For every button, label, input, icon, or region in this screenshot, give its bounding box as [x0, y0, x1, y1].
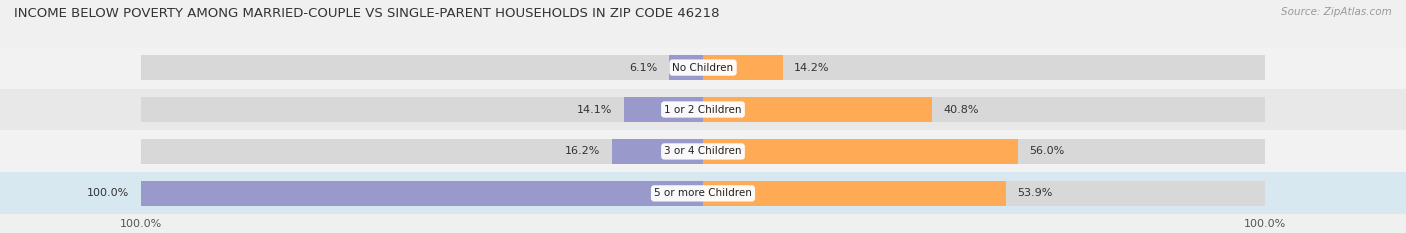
Bar	[703, 55, 1265, 80]
Bar	[703, 97, 1265, 122]
Bar	[703, 181, 1007, 206]
Bar	[0, 172, 1406, 214]
Text: Source: ZipAtlas.com: Source: ZipAtlas.com	[1281, 7, 1392, 17]
Text: 3 or 4 Children: 3 or 4 Children	[664, 147, 742, 156]
Bar	[0, 89, 1406, 130]
Bar	[669, 55, 703, 80]
Bar	[141, 97, 703, 122]
Bar	[624, 97, 703, 122]
Bar	[703, 139, 1265, 164]
Bar	[141, 139, 703, 164]
Bar	[703, 55, 783, 80]
Text: 40.8%: 40.8%	[943, 105, 979, 114]
Bar	[141, 181, 703, 206]
Bar	[0, 130, 1406, 172]
Text: 1 or 2 Children: 1 or 2 Children	[664, 105, 742, 114]
Bar	[703, 139, 1018, 164]
Bar	[612, 139, 703, 164]
Text: 56.0%: 56.0%	[1029, 147, 1064, 156]
Bar	[703, 97, 932, 122]
Text: 5 or more Children: 5 or more Children	[654, 188, 752, 198]
Text: 14.1%: 14.1%	[576, 105, 613, 114]
Text: 6.1%: 6.1%	[630, 63, 658, 72]
Text: INCOME BELOW POVERTY AMONG MARRIED-COUPLE VS SINGLE-PARENT HOUSEHOLDS IN ZIP COD: INCOME BELOW POVERTY AMONG MARRIED-COUPL…	[14, 7, 720, 20]
Text: 100.0%: 100.0%	[87, 188, 129, 198]
Bar	[141, 181, 703, 206]
Text: No Children: No Children	[672, 63, 734, 72]
Text: 53.9%: 53.9%	[1018, 188, 1053, 198]
Bar	[141, 55, 703, 80]
Text: 16.2%: 16.2%	[565, 147, 600, 156]
Bar	[703, 181, 1265, 206]
Bar	[0, 47, 1406, 89]
Text: 14.2%: 14.2%	[794, 63, 830, 72]
